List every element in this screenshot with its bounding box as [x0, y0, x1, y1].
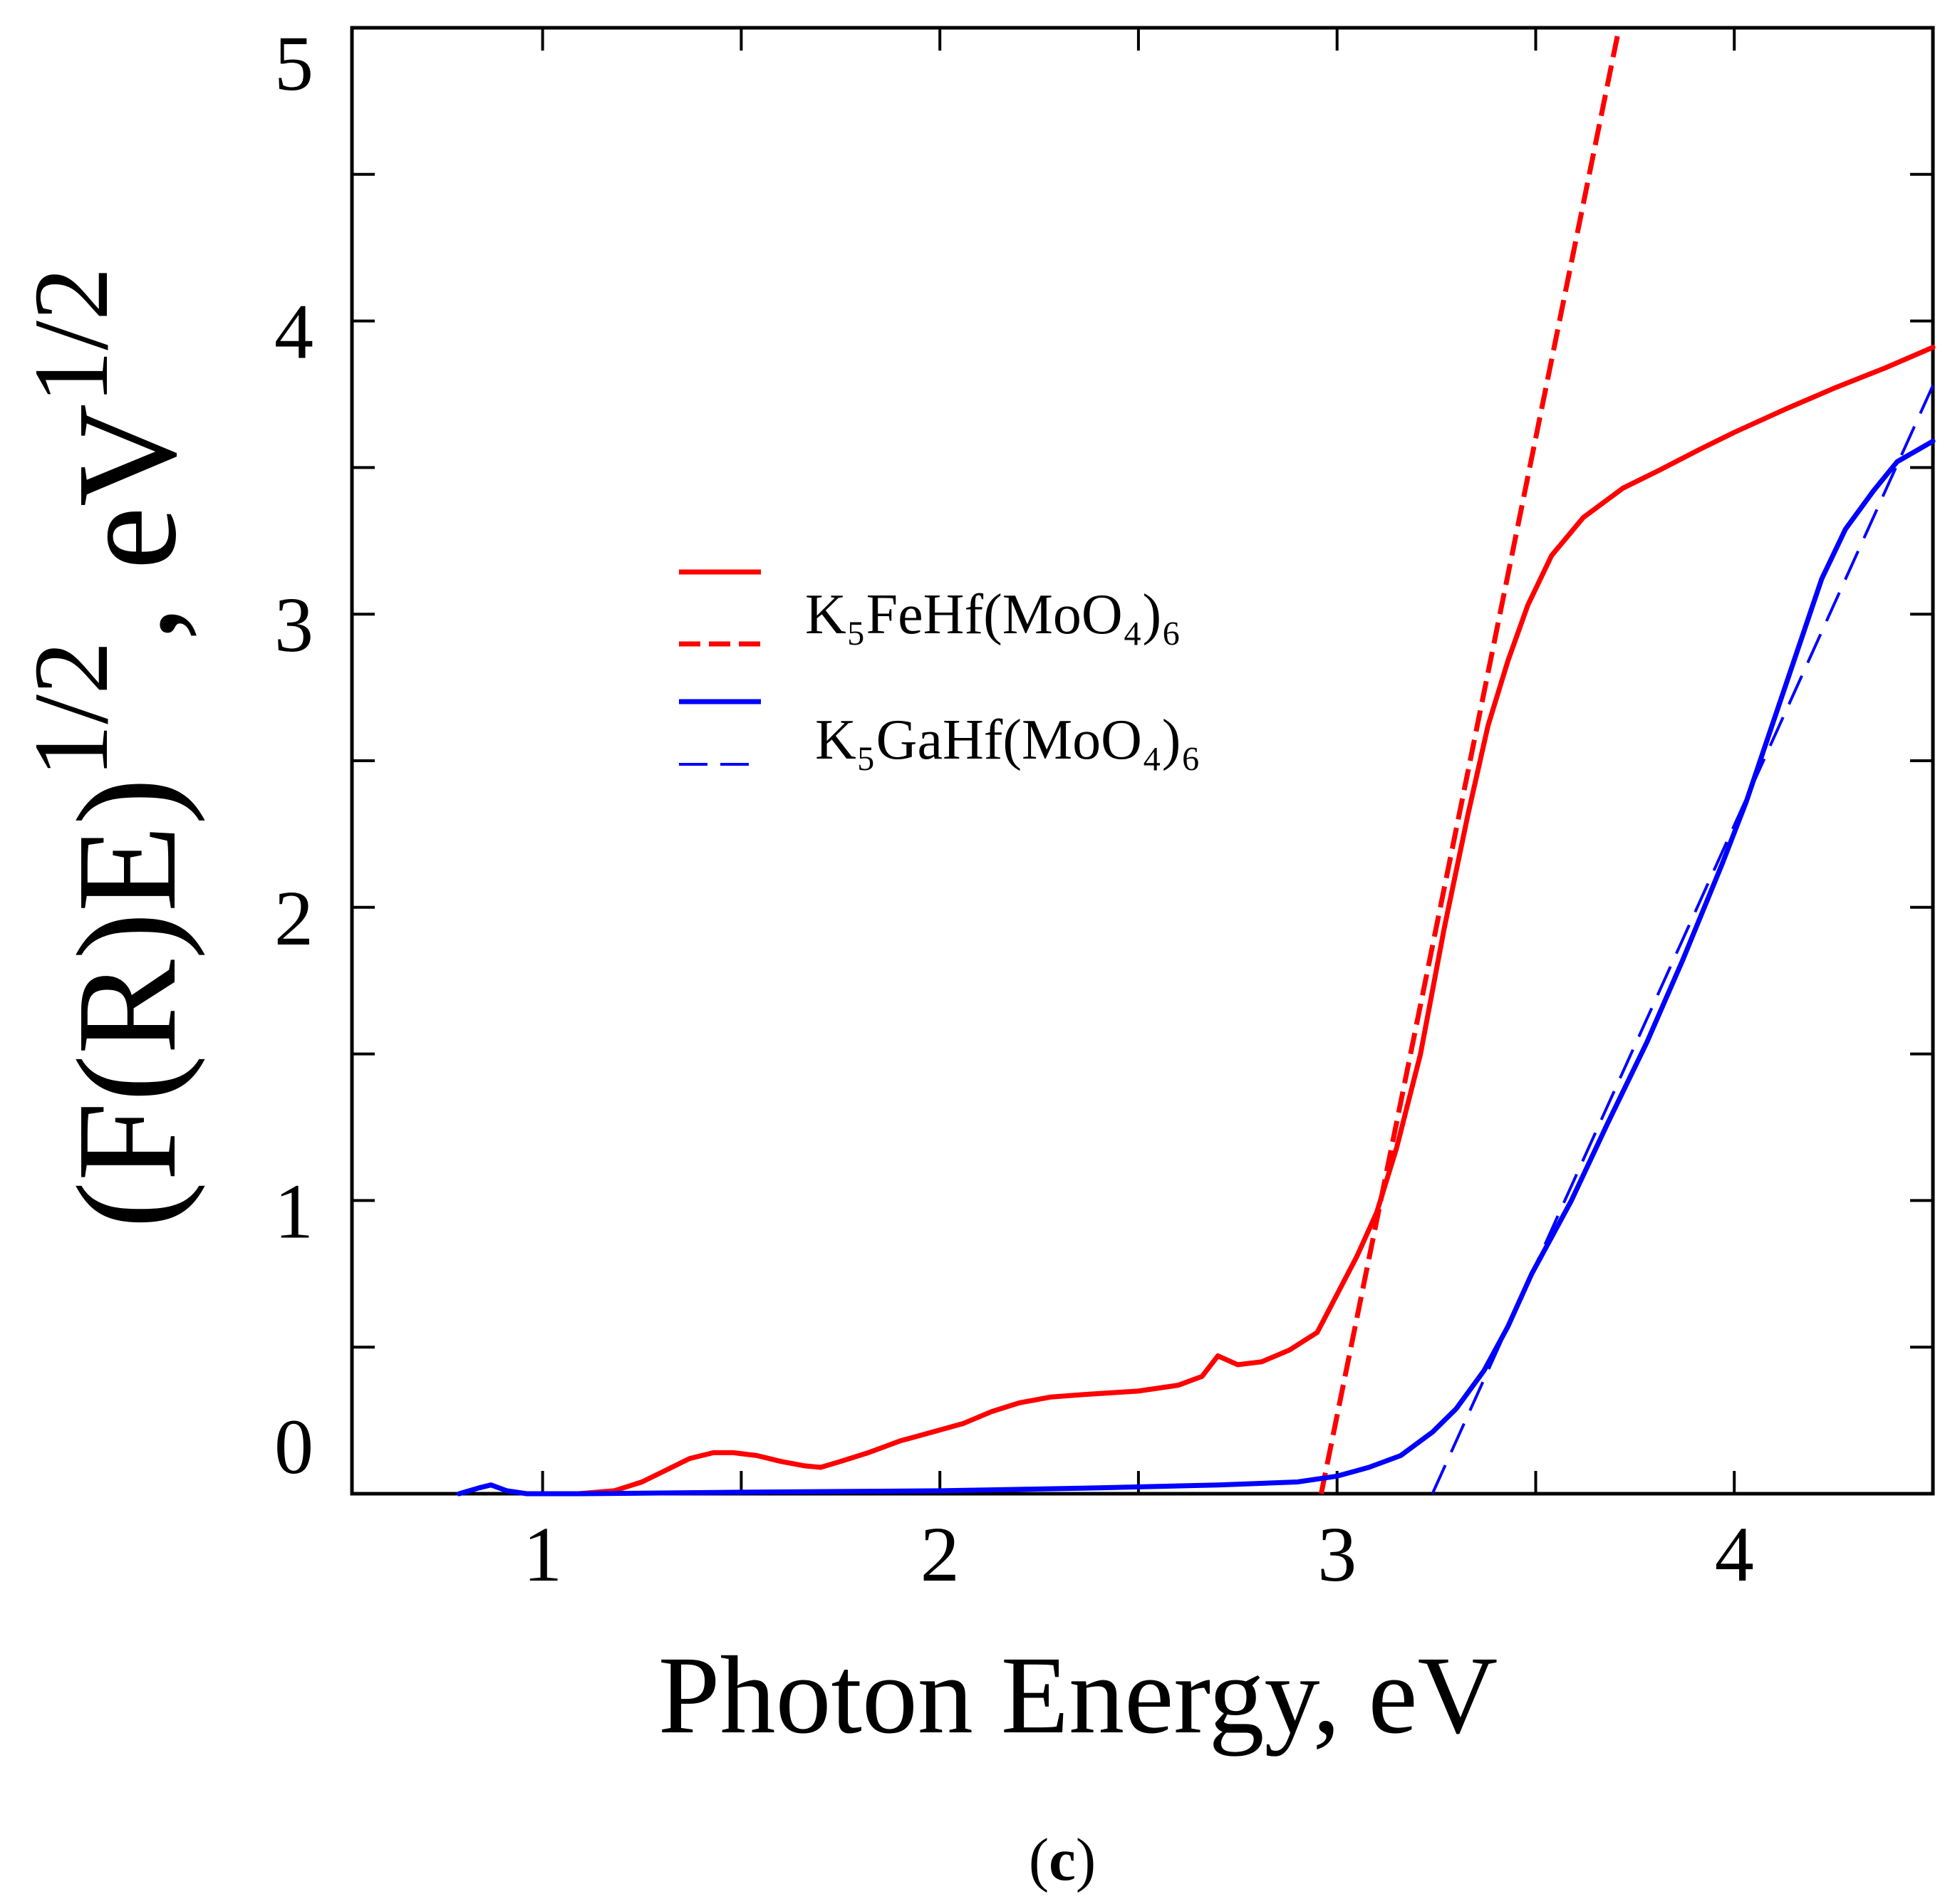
- axis-tick-labels: 0 1 2 3 4 5 1 2 3 4: [274, 20, 1754, 1598]
- x-tick-label: 1: [523, 1511, 562, 1598]
- panel-label-close-paren: ): [1076, 1826, 1096, 1893]
- panel-label-open-paren: (: [1029, 1826, 1049, 1893]
- y-tick-label: 3: [274, 581, 313, 668]
- y-axis-label-unit: , eV: [48, 404, 206, 641]
- y-axis-label-quantity-exponent: 1/2: [12, 641, 130, 778]
- y-axis-label-quantity: (F(R)E): [48, 778, 206, 1229]
- legend: K₅FeHf(MoO₄)₆ K₅GaHf(MoO₄)₆: [679, 569, 1201, 771]
- panel-label: (c): [1029, 1826, 1096, 1893]
- x-tick-label: 4: [1715, 1511, 1754, 1598]
- x-tick-label: 2: [921, 1511, 960, 1598]
- y-axis-label-unit-exponent: 1/2: [12, 267, 130, 404]
- y-axis-label: (F(R)E)1/2, eV1/2: [12, 267, 206, 1229]
- y-tick-label: 5: [274, 20, 313, 107]
- series-0-line: [576, 345, 1936, 1497]
- plot-series: [457, 27, 1936, 1497]
- x-tick-label: 3: [1317, 1511, 1357, 1598]
- legend-label-series-1: K₅GaHf(MoO₄)₆: [815, 709, 1201, 771]
- series-0-fit-line: [1318, 27, 1622, 1494]
- y-tick-label: 4: [274, 288, 313, 375]
- panel-label-letter: c: [1049, 1826, 1076, 1893]
- x-axis-label: Photon Energy, eV: [658, 1633, 1498, 1757]
- series-1-line: [457, 438, 1936, 1497]
- y-tick-label: 2: [274, 875, 313, 962]
- y-tick-label: 1: [274, 1167, 313, 1254]
- legend-label-series-0: K₅FeHf(MoO₄)₆: [805, 583, 1181, 646]
- y-tick-label: 0: [274, 1403, 313, 1490]
